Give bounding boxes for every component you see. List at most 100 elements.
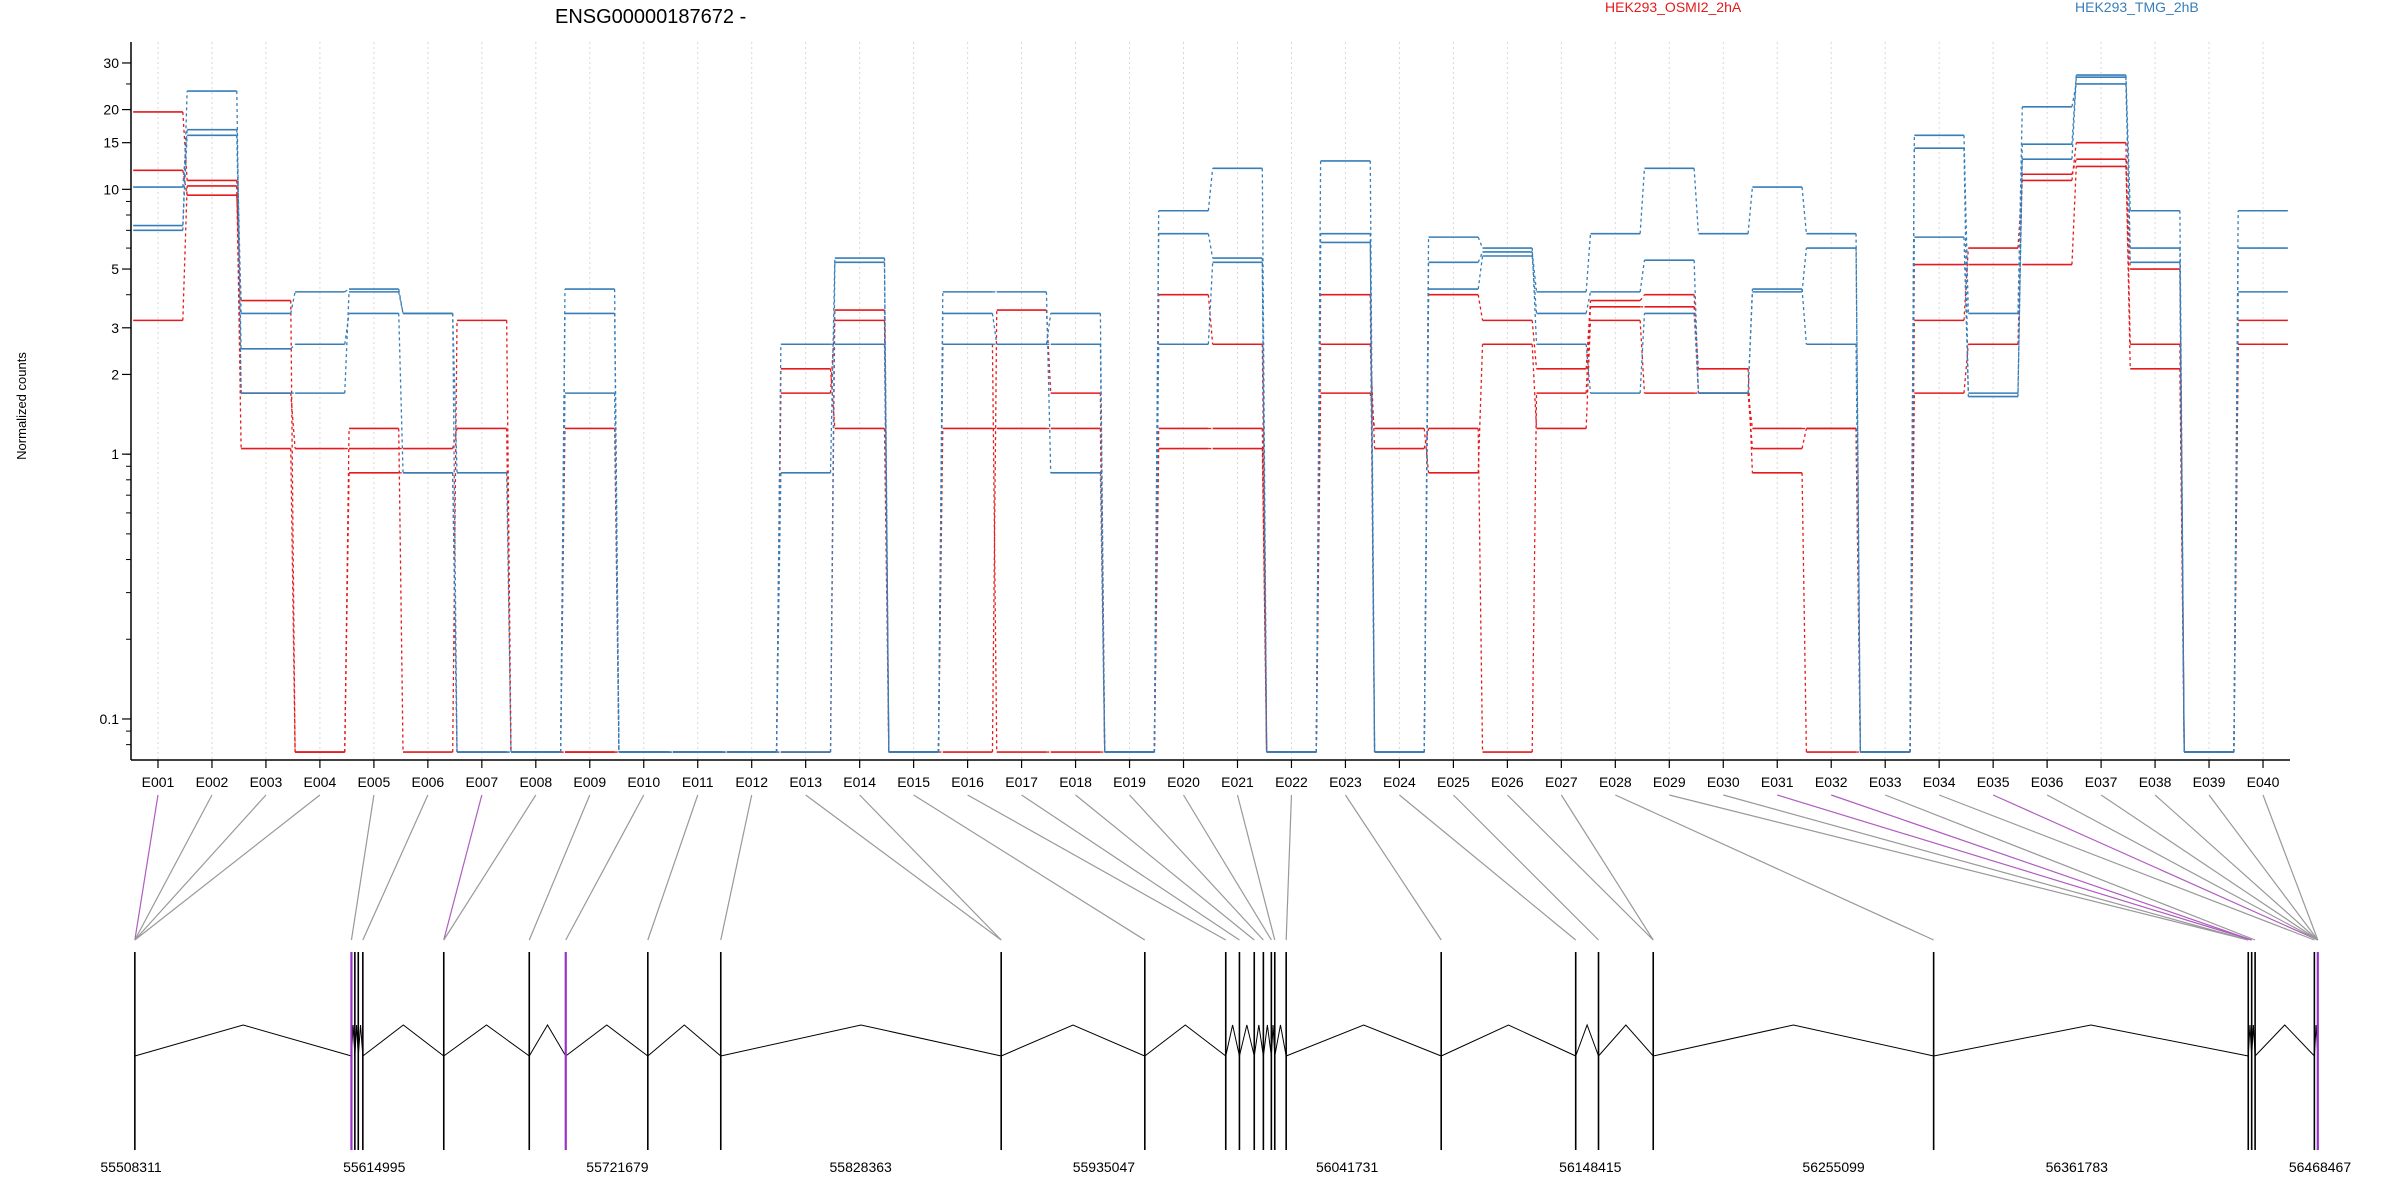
connector-dotted xyxy=(1207,294,1214,345)
connector-dotted xyxy=(1423,428,1430,473)
exon-connector-line xyxy=(134,794,267,941)
connector-dotted xyxy=(1531,344,1538,429)
connector-dotted xyxy=(2125,142,2131,345)
connector-dotted xyxy=(398,313,404,473)
connector-dotted xyxy=(883,344,890,753)
x-tick-label: E039 xyxy=(2193,774,2226,790)
intron-line xyxy=(2254,1024,2315,1057)
x-tick-label: E008 xyxy=(519,774,552,790)
connector-dotted xyxy=(1963,148,1969,397)
connector-dotted xyxy=(1045,313,1052,345)
y-axis-label: Normalized counts xyxy=(14,352,29,460)
connector-dotted xyxy=(1963,344,1969,394)
connector-dotted xyxy=(1477,428,1484,753)
exon-connector-line xyxy=(720,794,753,941)
exon-connector-line xyxy=(1129,794,1264,941)
exon-connector-line xyxy=(1723,794,2249,941)
exon-connector-line xyxy=(1560,794,1654,941)
connector-dotted xyxy=(829,368,836,429)
connector-dotted xyxy=(1585,344,1592,394)
intron-line xyxy=(1144,1024,1227,1057)
connector-dotted xyxy=(1477,236,1484,249)
intron-line xyxy=(443,1024,530,1057)
series-layer xyxy=(133,74,2288,753)
connector-dotted xyxy=(1099,313,1106,753)
intron-line xyxy=(362,1024,445,1057)
connector-dotted xyxy=(775,344,782,753)
x-tick-label: E020 xyxy=(1167,774,1200,790)
connector-dotted xyxy=(236,185,242,394)
connector-dotted xyxy=(1369,233,1376,753)
connector-dotted xyxy=(1531,393,1538,753)
connector-dotted xyxy=(2017,106,2023,314)
connector-dotted xyxy=(1639,168,1646,234)
exon-connector-line xyxy=(1236,794,1276,941)
exon-connector-line xyxy=(134,794,159,941)
connector-dotted xyxy=(1693,168,1700,234)
legend-entry-tmg: HEK293_TMG_2hB xyxy=(2075,0,2199,15)
x-tick-label: E016 xyxy=(951,774,984,790)
intron-line xyxy=(1262,1024,1272,1057)
connector-dotted xyxy=(1045,291,1052,473)
connector-dotted xyxy=(290,343,296,350)
x-tick-label: E018 xyxy=(1059,774,1092,790)
y-tick-label: 1 xyxy=(111,446,119,462)
x-tick-label: E009 xyxy=(573,774,606,790)
genomic-coordinate-axis: 55508311 55614995 55721679 55828363 55935047… xyxy=(100,1159,2351,1175)
exon-connector-lines xyxy=(134,794,2319,941)
exon-connector-line xyxy=(2208,794,2319,941)
x-tick-label: E038 xyxy=(2139,774,2172,790)
connector-dotted xyxy=(1855,344,1862,753)
connector-dotted xyxy=(2071,83,2077,107)
connector-dotted xyxy=(775,472,782,753)
connector-dotted xyxy=(344,313,350,345)
exon-connector-line xyxy=(1182,794,1272,941)
connector-dotted xyxy=(1639,313,1646,394)
x-tick-label: E004 xyxy=(304,774,337,790)
y-tick-label: 0.1 xyxy=(100,711,120,727)
coordinate-label: 56148415 xyxy=(1559,1159,1622,1175)
coordinate-label: 55935047 xyxy=(1073,1159,1136,1175)
x-tick-label: E027 xyxy=(1545,774,1578,790)
connector-dotted xyxy=(991,313,998,345)
coordinate-label: 55828363 xyxy=(830,1159,893,1175)
intron-line xyxy=(647,1024,722,1057)
intron-line xyxy=(565,1024,649,1057)
exon-connector-line xyxy=(1452,794,1599,941)
connector-dotted xyxy=(937,313,944,753)
connector-dotted xyxy=(559,393,566,753)
exon-connector-line xyxy=(913,794,1146,941)
connector-dotted xyxy=(1531,251,1538,292)
connector-dotted xyxy=(1207,262,1214,345)
x-tick-label: E026 xyxy=(1491,774,1524,790)
connector-dotted xyxy=(1963,248,1969,321)
exon-connector-line xyxy=(1777,794,2252,941)
connector-dotted xyxy=(1747,368,1754,473)
connector-dotted xyxy=(1369,344,1376,449)
x-tick-label: E023 xyxy=(1329,774,1362,790)
y-axis: 0.1 1 2 3 5 10 15 20 30 xyxy=(100,42,132,760)
connector-dotted xyxy=(1477,251,1484,263)
x-tick-label: E032 xyxy=(1815,774,1848,790)
coordinate-label: 55508311 xyxy=(100,1159,161,1175)
connector-dotted xyxy=(344,472,350,753)
x-tick-label: E030 xyxy=(1707,774,1740,790)
connector-dotted xyxy=(290,291,296,314)
connector-dotted xyxy=(1261,344,1268,753)
coordinate-label: 55721679 xyxy=(586,1159,649,1175)
x-tick-label: E021 xyxy=(1221,774,1254,790)
connector-dotted xyxy=(1585,306,1592,394)
connector-dotted xyxy=(1963,237,1969,394)
exon-connector-line xyxy=(362,794,429,941)
connector-dotted xyxy=(1693,260,1700,394)
x-tick-label: E012 xyxy=(735,774,768,790)
exon-connector-line xyxy=(134,794,213,941)
connector-dotted xyxy=(1423,289,1430,753)
exon-connector-line xyxy=(1831,794,2252,941)
x-tick-label: E005 xyxy=(358,774,391,790)
x-tick-label: E033 xyxy=(1869,774,1902,790)
connector-dotted xyxy=(1585,233,1592,292)
exon-connector-line xyxy=(2100,794,2319,941)
x-tick-label: E010 xyxy=(627,774,660,790)
connector-dotted xyxy=(1531,320,1538,369)
